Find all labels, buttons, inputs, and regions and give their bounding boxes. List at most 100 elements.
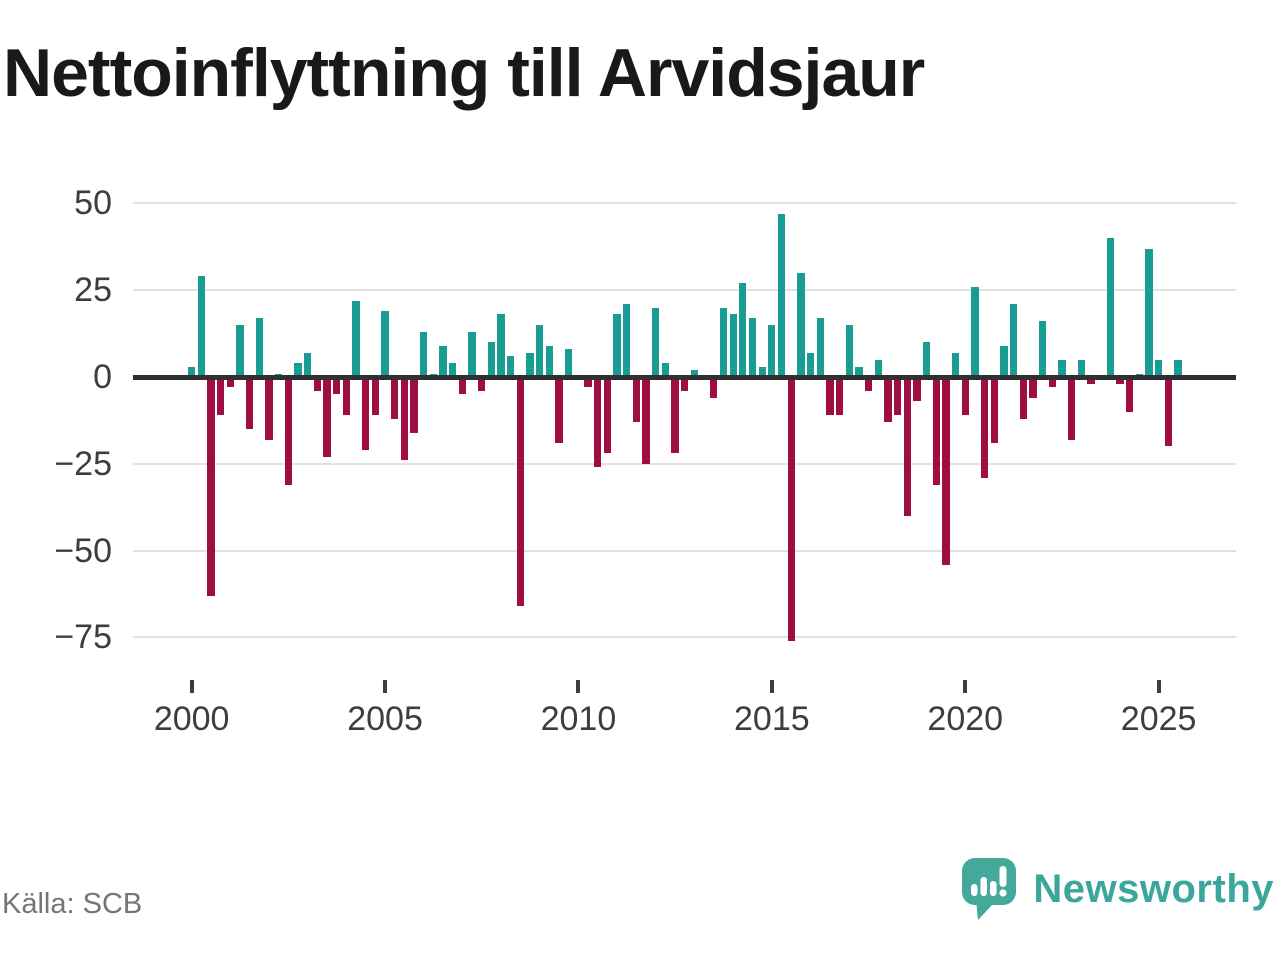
bar-2012-Q1 bbox=[652, 307, 660, 377]
x-axis-tick-2000 bbox=[189, 680, 194, 693]
bar-2000-Q2 bbox=[197, 276, 205, 377]
y-axis-label--75: −75 bbox=[54, 618, 112, 657]
bar-2013-Q4 bbox=[719, 307, 728, 377]
bar-2006-Q1 bbox=[420, 331, 428, 377]
bar-2014-Q3 bbox=[748, 317, 757, 377]
x-axis-tick-2005 bbox=[383, 680, 388, 693]
bar-2018-Q4 bbox=[913, 377, 921, 402]
bar-2012-Q4 bbox=[681, 377, 689, 391]
bar-2008-Q1 bbox=[497, 314, 505, 377]
bar-2015-Q4 bbox=[797, 272, 805, 377]
bar-2007-Q2 bbox=[468, 331, 476, 377]
newsworthy-wordmark: Newsworthy bbox=[1033, 867, 1274, 911]
bar-2004-Q2 bbox=[352, 300, 360, 377]
bar-2002-Q1 bbox=[265, 377, 273, 440]
bar-2022-Q2 bbox=[1048, 377, 1056, 388]
newsworthy-bubble-chart-icon bbox=[961, 858, 1017, 921]
bar-2002-Q3 bbox=[284, 377, 292, 485]
bar-2023-Q4 bbox=[1106, 238, 1114, 377]
bar-2002-Q4 bbox=[294, 363, 302, 377]
bar-2014-Q1 bbox=[729, 314, 737, 377]
y-axis-label-25: 25 bbox=[74, 271, 112, 310]
bar-2016-Q2 bbox=[816, 317, 824, 377]
bar-2009-Q1 bbox=[536, 324, 544, 377]
bar-2001-Q1 bbox=[226, 377, 234, 388]
bar-2022-Q4 bbox=[1067, 377, 1076, 440]
bar-2025-Q1 bbox=[1154, 359, 1163, 377]
bar-2008-Q3 bbox=[516, 377, 525, 607]
y-axis-label-50: 50 bbox=[74, 184, 112, 223]
bar-2015-Q3 bbox=[787, 377, 795, 641]
x-axis-label-2020: 2020 bbox=[927, 700, 1004, 738]
bar-2010-Q4 bbox=[603, 377, 612, 454]
bar-2000-Q3 bbox=[207, 377, 215, 596]
bar-2011-Q1 bbox=[613, 314, 621, 377]
bar-2004-Q1 bbox=[342, 377, 350, 416]
y-axis-label-0: 0 bbox=[93, 358, 112, 396]
bar-2003-Q4 bbox=[333, 377, 341, 395]
bar-2006-Q4 bbox=[449, 363, 457, 377]
bar-2007-Q4 bbox=[487, 342, 496, 377]
bar-2011-Q2 bbox=[623, 304, 631, 377]
bar-2014-Q2 bbox=[739, 283, 747, 377]
bar-2005-Q4 bbox=[410, 377, 418, 433]
bar-2013-Q1 bbox=[690, 370, 699, 377]
bar-2018-Q1 bbox=[884, 377, 892, 423]
bar-2003-Q3 bbox=[323, 377, 331, 457]
bar-2006-Q3 bbox=[439, 345, 447, 377]
bar-2001-Q4 bbox=[255, 317, 263, 377]
x-axis-label-2025: 2025 bbox=[1120, 700, 1197, 738]
x-axis-label-2005: 2005 bbox=[347, 700, 423, 738]
bar-2023-Q1 bbox=[1077, 359, 1085, 377]
gridline--25 bbox=[133, 462, 1236, 465]
bar-2005-Q3 bbox=[400, 377, 409, 461]
bar-2008-Q2 bbox=[507, 356, 515, 377]
bar-2020-Q3 bbox=[980, 377, 989, 478]
gridline--50 bbox=[133, 549, 1236, 552]
x-axis-label-2000: 2000 bbox=[153, 700, 230, 738]
bar-2011-Q3 bbox=[632, 377, 641, 423]
bar-2018-Q3 bbox=[903, 377, 911, 516]
bar-2003-Q1 bbox=[304, 352, 312, 377]
bar-2023-Q2 bbox=[1087, 377, 1095, 384]
chart-title: Nettoinflyttning till Arvidsjaur bbox=[3, 35, 925, 111]
bar-2024-Q1 bbox=[1116, 377, 1124, 384]
x-axis-tick-2015 bbox=[769, 680, 774, 693]
bar-2012-Q3 bbox=[671, 377, 679, 454]
x-axis-tick-2010 bbox=[576, 680, 581, 693]
bar-2011-Q4 bbox=[642, 377, 650, 464]
bar-2001-Q3 bbox=[246, 377, 254, 430]
bar-2000-Q4 bbox=[217, 377, 225, 416]
bar-2021-Q4 bbox=[1029, 377, 1037, 398]
gridline--75 bbox=[133, 636, 1236, 639]
bar-2012-Q2 bbox=[661, 363, 670, 377]
bar-2009-Q2 bbox=[545, 345, 554, 377]
bar-2018-Q2 bbox=[893, 377, 902, 416]
bar-2007-Q1 bbox=[458, 377, 467, 395]
bar-2001-Q2 bbox=[236, 324, 244, 377]
gridline-25 bbox=[133, 289, 1236, 292]
bar-2024-Q2 bbox=[1125, 377, 1134, 412]
bar-2021-Q2 bbox=[1009, 304, 1018, 377]
bar-2020-Q4 bbox=[990, 377, 998, 443]
bar-2017-Q1 bbox=[845, 324, 853, 377]
bar-2019-Q1 bbox=[922, 342, 931, 377]
bar-2009-Q4 bbox=[565, 349, 573, 377]
bar-2015-Q1 bbox=[768, 324, 776, 377]
gridline-50 bbox=[133, 202, 1236, 205]
bar-2013-Q3 bbox=[710, 377, 718, 398]
bar-2004-Q3 bbox=[362, 377, 370, 450]
x-axis-label-2015: 2015 bbox=[734, 700, 810, 738]
bar-2019-Q3 bbox=[942, 377, 950, 565]
x-axis-tick-2020 bbox=[963, 680, 968, 693]
bar-2017-Q2 bbox=[855, 366, 863, 377]
bar-2009-Q3 bbox=[555, 377, 563, 443]
x-axis-tick-2025 bbox=[1156, 680, 1161, 693]
bar-2014-Q4 bbox=[758, 366, 766, 377]
bar-2004-Q4 bbox=[371, 377, 380, 416]
bar-2005-Q2 bbox=[391, 377, 399, 419]
bar-2016-Q1 bbox=[806, 352, 815, 377]
y-axis-label--50: −50 bbox=[54, 531, 112, 570]
